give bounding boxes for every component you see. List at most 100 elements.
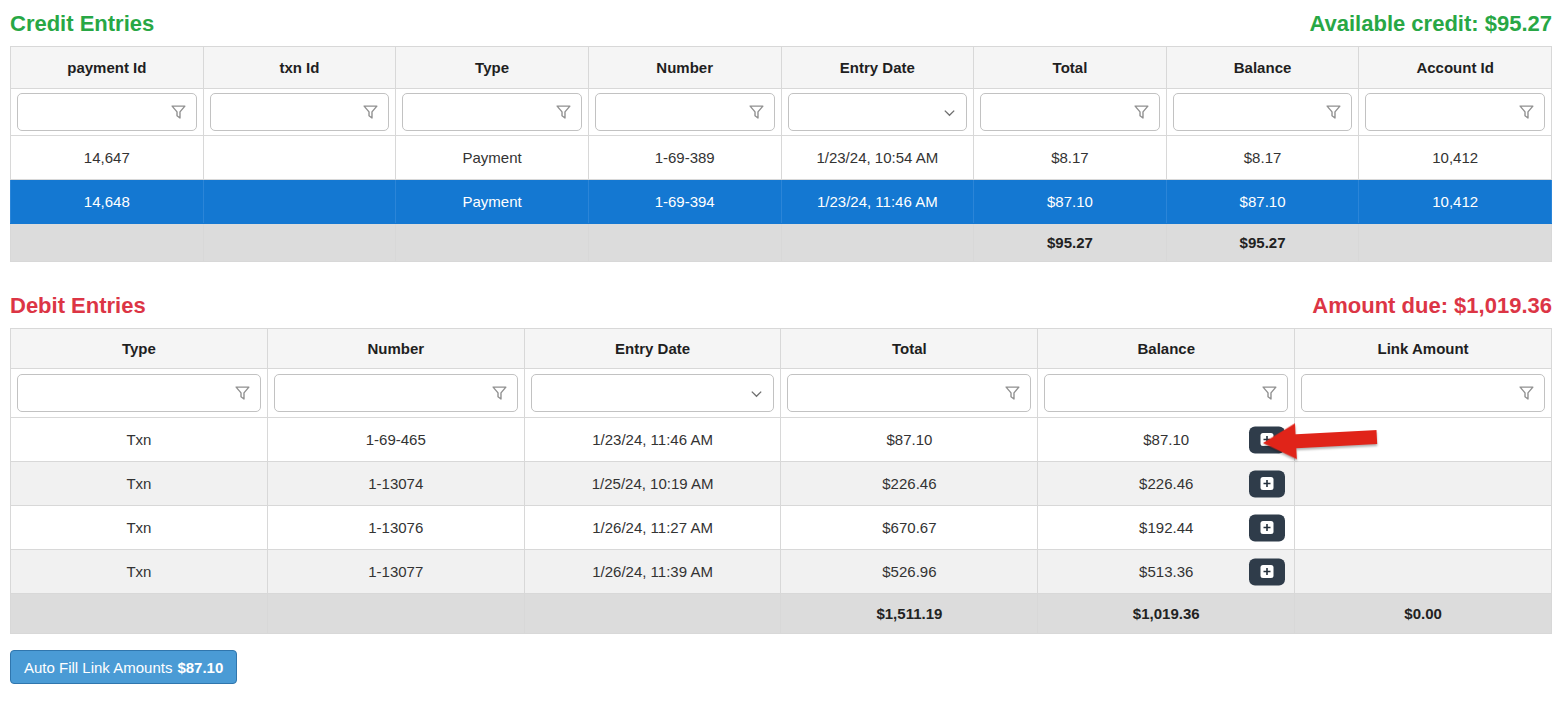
debit-table-row[interactable]: Txn 1-69-465 1/23/24, 11:46 AM $87.10 $8… <box>11 418 1552 462</box>
column-header-total[interactable]: Total <box>781 329 1038 369</box>
filter-input-txn-id[interactable] <box>219 104 363 121</box>
funnel-icon[interactable] <box>234 385 251 402</box>
cell-total: $87.10 <box>974 180 1167 224</box>
cell-entry-date: 1/26/24, 11:39 AM <box>524 550 781 594</box>
auto-fill-link-amounts-button[interactable]: Auto Fill Link Amounts $87.10 <box>10 650 237 684</box>
cell-number: 1-69-394 <box>588 180 781 224</box>
cell-type: Txn <box>11 550 268 594</box>
auto-fill-label: Auto Fill Link Amounts <box>24 659 172 676</box>
link-entry-button[interactable] <box>1249 514 1285 541</box>
column-header-balance[interactable]: Balance <box>1038 329 1295 369</box>
funnel-icon[interactable] <box>491 385 508 402</box>
cell-balance: $192.44 <box>1038 506 1295 550</box>
debit-table-row[interactable]: Txn 1-13076 1/26/24, 11:27 AM $670.67 $1… <box>11 506 1552 550</box>
column-header-type[interactable]: Type <box>396 47 589 89</box>
filter-input-total[interactable] <box>989 104 1133 121</box>
funnel-icon[interactable] <box>362 104 379 121</box>
filter-box-balance <box>1173 93 1353 131</box>
credit-table-row-selected[interactable]: 14,648 Payment 1-69-394 1/23/24, 11:46 A… <box>11 180 1552 224</box>
cell-account-id: 10,412 <box>1359 136 1552 180</box>
funnel-icon[interactable] <box>748 104 765 121</box>
debit-footer-row: $1,511.19 $1,019.36 $0.00 <box>11 594 1552 634</box>
filter-input-account-id[interactable] <box>1374 104 1518 121</box>
amount-due-label: Amount due: $1,019.36 <box>1312 292 1552 319</box>
link-amount-cell[interactable] <box>1295 506 1552 550</box>
filter-input-payment-id[interactable] <box>26 104 170 121</box>
filter-input-type[interactable] <box>26 385 234 402</box>
column-header-type[interactable]: Type <box>11 329 268 369</box>
link-amount-cell[interactable] <box>1295 462 1552 506</box>
footer-total: $1,511.19 <box>781 594 1038 634</box>
debit-header-row: Type Number Entry Date Total Balance Lin… <box>11 329 1552 369</box>
funnel-icon[interactable] <box>555 104 572 121</box>
cell-number: 1-13077 <box>267 550 524 594</box>
filter-input-link-amount[interactable] <box>1310 385 1518 402</box>
cell-number: 1-13074 <box>267 462 524 506</box>
filter-input-balance[interactable] <box>1053 385 1261 402</box>
funnel-icon[interactable] <box>1518 104 1535 121</box>
funnel-icon[interactable] <box>170 104 187 121</box>
funnel-icon[interactable] <box>1004 385 1021 402</box>
filter-input-total[interactable] <box>796 385 1004 402</box>
filter-input-type[interactable] <box>411 104 555 121</box>
cell-total: $670.67 <box>781 506 1038 550</box>
column-header-total[interactable]: Total <box>974 47 1167 89</box>
chevron-down-icon[interactable] <box>942 105 957 120</box>
link-entry-button[interactable] <box>1249 558 1285 585</box>
balance-value: $87.10 <box>1143 431 1189 448</box>
cell-account-id: 10,412 <box>1359 180 1552 224</box>
filter-box-payment-id <box>17 93 197 131</box>
filter-input-number[interactable] <box>283 385 491 402</box>
chevron-down-icon[interactable] <box>749 386 764 401</box>
column-header-payment-id[interactable]: payment Id <box>11 47 204 89</box>
filter-dropdown-entry-date <box>788 93 968 131</box>
footer-cell <box>267 594 524 634</box>
cell-txn-id <box>203 136 396 180</box>
funnel-icon[interactable] <box>1133 104 1150 121</box>
cell-entry-date: 1/26/24, 11:27 AM <box>524 506 781 550</box>
column-header-entry-date[interactable]: Entry Date <box>524 329 781 369</box>
column-header-number[interactable]: Number <box>588 47 781 89</box>
cell-total: $526.96 <box>781 550 1038 594</box>
cell-type: Txn <box>11 506 268 550</box>
footer-total: $95.27 <box>974 224 1167 262</box>
filter-box-balance <box>1044 374 1288 412</box>
debit-table-row[interactable]: Txn 1-13077 1/26/24, 11:39 AM $526.96 $5… <box>11 550 1552 594</box>
column-header-account-id[interactable]: Account Id <box>1359 47 1552 89</box>
filter-box-link-amount <box>1301 374 1545 412</box>
filter-input-entry-date[interactable] <box>540 385 750 402</box>
link-amount-cell[interactable] <box>1295 550 1552 594</box>
column-header-number[interactable]: Number <box>267 329 524 369</box>
credit-section-header: Credit Entries Available credit: $95.27 <box>10 10 1552 37</box>
cell-type: Txn <box>11 418 268 462</box>
debit-entries-table: Type Number Entry Date Total Balance Lin… <box>10 328 1552 634</box>
payment-linking-page: Credit Entries Available credit: $95.27 … <box>0 0 1562 706</box>
cell-payment-id: 14,647 <box>11 136 204 180</box>
footer-balance: $1,019.36 <box>1038 594 1295 634</box>
filter-input-number[interactable] <box>604 104 748 121</box>
funnel-icon[interactable] <box>1518 385 1535 402</box>
column-header-link-amount[interactable]: Link Amount <box>1295 329 1552 369</box>
link-entry-button[interactable] <box>1249 426 1285 453</box>
debit-table-row[interactable]: Txn 1-13074 1/25/24, 10:19 AM $226.46 $2… <box>11 462 1552 506</box>
available-credit-label: Available credit: $95.27 <box>1309 10 1552 37</box>
credit-table-row[interactable]: 14,647 Payment 1-69-389 1/23/24, 10:54 A… <box>11 136 1552 180</box>
link-entry-button[interactable] <box>1249 470 1285 497</box>
column-header-entry-date[interactable]: Entry Date <box>781 47 974 89</box>
credit-header-row: payment Id txn Id Type Number Entry Date… <box>11 47 1552 89</box>
footer-cell <box>11 594 268 634</box>
filter-input-balance[interactable] <box>1182 104 1326 121</box>
debit-section-header: Debit Entries Amount due: $1,019.36 <box>10 292 1552 319</box>
credit-entries-table: payment Id txn Id Type Number Entry Date… <box>10 46 1552 262</box>
column-header-balance[interactable]: Balance <box>1166 47 1359 89</box>
link-amount-cell[interactable] <box>1295 418 1552 462</box>
footer-balance: $95.27 <box>1166 224 1359 262</box>
debit-filter-row <box>11 369 1552 418</box>
filter-box-total <box>980 93 1160 131</box>
footer-link-amount: $0.00 <box>1295 594 1552 634</box>
filter-input-entry-date[interactable] <box>797 104 943 121</box>
funnel-icon[interactable] <box>1325 104 1342 121</box>
funnel-icon[interactable] <box>1261 385 1278 402</box>
credit-entries-title: Credit Entries <box>10 10 154 37</box>
column-header-txn-id[interactable]: txn Id <box>203 47 396 89</box>
